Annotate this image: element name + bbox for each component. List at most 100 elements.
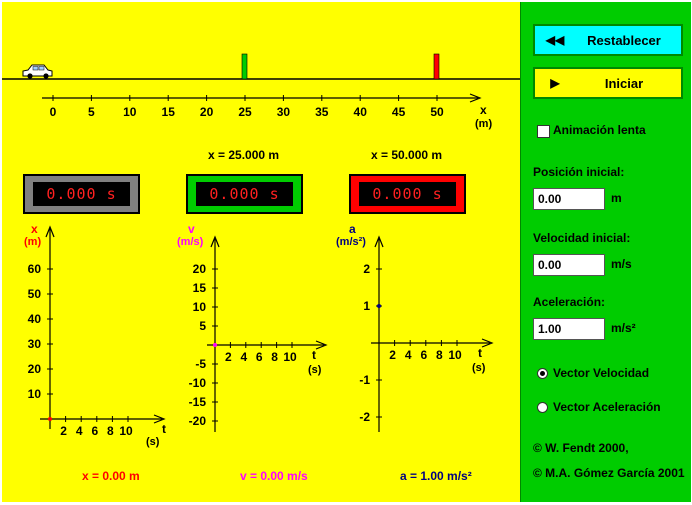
velocity-t-tick-label: 10: [283, 350, 297, 364]
track-axis-unit: (m): [475, 118, 492, 130]
position-y-tick-label: 20: [28, 362, 42, 376]
velocity-y-tick-label: -15: [189, 395, 207, 409]
velocity-t-tick-label: 2: [225, 350, 232, 364]
velocity-y-tick-label: 5: [199, 319, 206, 333]
velocity-t-unit: (s): [308, 364, 322, 376]
position-axis-label: x: [31, 222, 38, 236]
position-readout: x = 0.00 m: [82, 469, 140, 483]
track-tick-label: 10: [123, 105, 137, 119]
acceleration-axis-unit: (m/s²): [336, 236, 366, 248]
track-tick-label: 35: [315, 105, 329, 119]
reset-button-label: Restablecer: [587, 32, 661, 48]
initial-position-input[interactable]: [533, 188, 605, 210]
timer-main: 0.000 s: [23, 174, 140, 214]
velocity-readout: v = 0.00 m/s: [240, 469, 308, 483]
track-axis-arrow: [469, 93, 482, 103]
position-current-point: [48, 417, 52, 421]
track-tick-label: 40: [354, 105, 368, 119]
acceleration-y-tick-label: -1: [359, 373, 370, 387]
acceleration-label: Aceleración:: [533, 295, 606, 309]
marker-25m-label: x = 25.000 m: [208, 148, 280, 162]
velocity-y-tick-label: -5: [195, 357, 206, 371]
position-t-label: t: [162, 422, 166, 436]
marker-50m: [433, 53, 440, 80]
timer-main-display: 0.000 s: [33, 182, 130, 206]
position-t-tick-label: 10: [119, 424, 133, 438]
track-tick-label: 0: [50, 105, 57, 119]
initial-position-unit: m: [611, 191, 622, 205]
timer-green: 0.000 s: [186, 174, 303, 214]
initial-velocity-input[interactable]: [533, 254, 605, 276]
slow-motion-checkbox[interactable]: [537, 125, 550, 138]
position-t-tick-label: 2: [60, 424, 67, 438]
position-graph: 10 20 30 40 50 60 2 4 6 8 10 x (m) t (s): [24, 222, 166, 448]
acceleration-t-tick-label: 6: [420, 348, 427, 362]
track: 0 5 10 15 20 25 30 35 40 45 50 x (m): [2, 53, 520, 130]
car-icon: [22, 64, 53, 79]
acceleration-current-point: [377, 304, 381, 308]
acceleration-t-arrow: [481, 338, 494, 348]
copyright-gomez: © M.A. Gómez García 2001: [533, 466, 685, 480]
acceleration-unit: m/s²: [611, 321, 636, 335]
position-axis-unit: (m): [24, 236, 41, 248]
velocity-axis-label: v: [188, 222, 195, 236]
track-tick-label: 30: [277, 105, 291, 119]
velocity-t-tick-label: 4: [240, 350, 247, 364]
acceleration-t-tick-label: 10: [448, 348, 462, 362]
acceleration-t-unit: (s): [472, 362, 486, 374]
start-button[interactable]: ▶ Iniciar: [533, 67, 683, 99]
control-panel: ◀◀ Restablecer ▶ Iniciar Animación lenta…: [520, 2, 691, 502]
acceleration-readout: a = 1.00 m/s²: [400, 469, 472, 483]
track-tick-label: 15: [162, 105, 176, 119]
acceleration-y-arrow: [374, 235, 384, 248]
position-y-tick-label: 30: [28, 337, 42, 351]
acceleration-t-label: t: [478, 346, 482, 360]
velocity-t-tick-label: 6: [256, 350, 263, 364]
track-axis-label: x: [480, 103, 487, 117]
start-button-label: Iniciar: [604, 75, 644, 91]
vector-velocity-label: Vector Velocidad: [553, 366, 650, 380]
timer-red: 0.000 s: [349, 174, 466, 214]
acceleration-t-tick-label: 8: [436, 348, 443, 362]
track-tick-label: 25: [238, 105, 252, 119]
simulation-area: 0 5 10 15 20 25 30 35 40 45 50 x (m) x = 25.000 m …: [2, 2, 520, 502]
timer-red-display: 0.000 s: [359, 182, 456, 206]
position-y-tick-label: 40: [28, 312, 42, 326]
rewind-icon: ◀◀: [545, 33, 565, 47]
velocity-graph: -20 -15 -10 -5 5 10 15 20 2 4 6 8 10 v (m/s) t (s): [177, 222, 328, 432]
vector-acceleration-label: Vector Aceleración: [553, 400, 661, 414]
acceleration-y-tick-label: 2: [363, 262, 370, 276]
acceleration-t-tick-label: 2: [389, 348, 396, 362]
acceleration-t-tick-label: 4: [405, 348, 412, 362]
velocity-y-tick-label: 15: [193, 281, 207, 295]
track-tick-label: 50: [430, 105, 444, 119]
velocity-axis-unit: (m/s): [177, 236, 204, 248]
velocity-y-tick-label: -20: [189, 414, 207, 428]
velocity-y-tick-label: 20: [193, 262, 207, 276]
acceleration-input[interactable]: [533, 318, 605, 340]
track-tick-label: 45: [392, 105, 406, 119]
velocity-y-tick-label: -10: [189, 376, 207, 390]
position-y-arrow: [45, 225, 55, 238]
acceleration-y-tick-label: -2: [359, 410, 370, 424]
timer-green-display: 0.000 s: [196, 182, 293, 206]
position-t-arrow: [153, 414, 166, 424]
position-t-tick-label: 6: [91, 424, 98, 438]
track-tick-label: 20: [200, 105, 214, 119]
position-t-tick-label: 4: [76, 424, 83, 438]
marker-25m: [241, 53, 248, 80]
slow-motion-label: Animación lenta: [553, 123, 646, 137]
velocity-y-arrow: [210, 235, 220, 248]
acceleration-axis-label: a: [349, 222, 356, 236]
reset-button[interactable]: ◀◀ Restablecer: [533, 24, 683, 56]
initial-position-label: Posición inicial:: [533, 165, 625, 179]
vector-acceleration-radio[interactable]: [537, 402, 548, 413]
velocity-t-label: t: [312, 348, 316, 362]
velocity-current-point: [213, 343, 217, 347]
play-icon: ▶: [550, 76, 560, 90]
position-t-tick-label: 8: [107, 424, 114, 438]
vector-velocity-radio[interactable]: [537, 368, 548, 379]
copyright-fendt: © W. Fendt 2000,: [533, 441, 629, 455]
velocity-t-tick-label: 8: [271, 350, 278, 364]
